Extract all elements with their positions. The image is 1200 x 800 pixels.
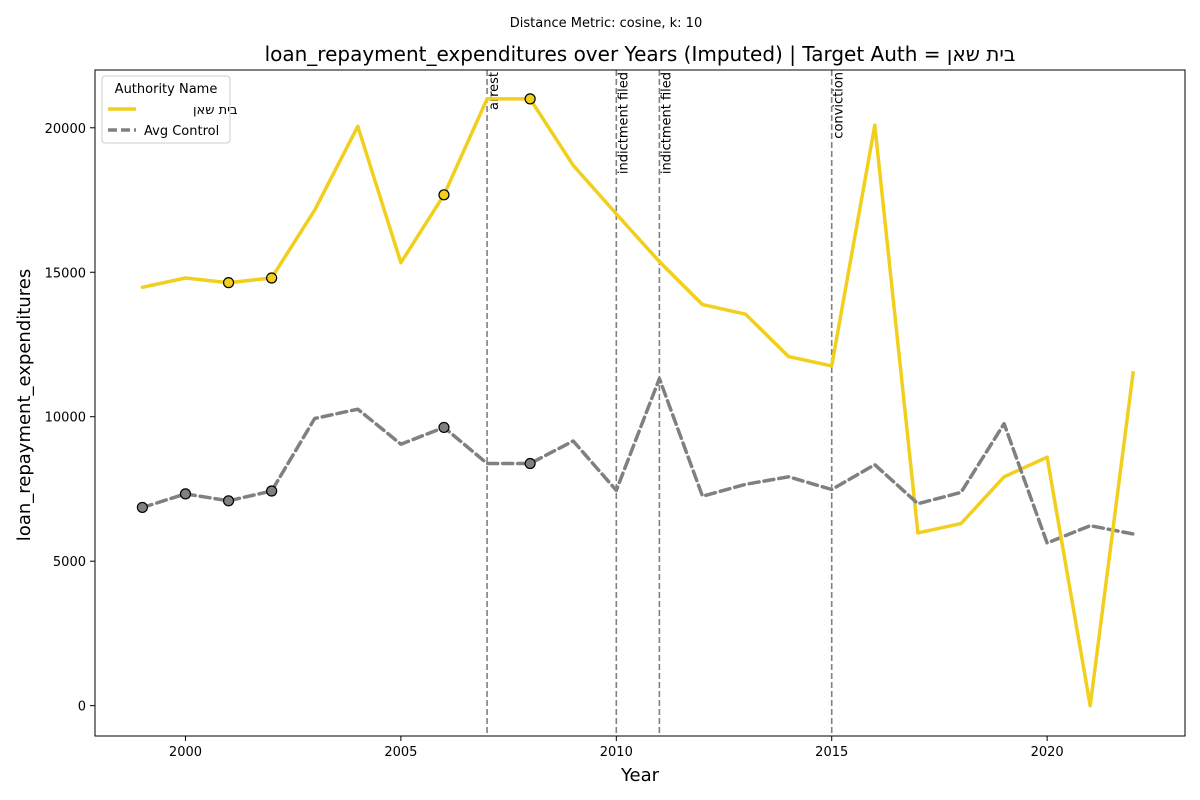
- chart-title: loan_repayment_expenditures over Years (…: [265, 42, 1016, 66]
- series-line-target-dip: [1045, 370, 1136, 708]
- chart-suptitle: Distance Metric: cosine, k: 10: [510, 16, 702, 31]
- x-tick-label-1: 2005: [384, 745, 417, 760]
- y-tick-label-1: 5000: [53, 555, 86, 570]
- y-tick-label-4: 20000: [45, 122, 86, 137]
- legend-box: [101, 75, 231, 144]
- series-line-1-0: [140, 376, 1136, 545]
- series-lines: [140, 97, 1136, 708]
- marker-0-2: [438, 189, 450, 201]
- y-axis: 0 5000 10000 15000 20000: [45, 122, 95, 715]
- marker-0-3: [524, 93, 536, 105]
- x-axis-label: Year: [620, 765, 660, 786]
- y-axis-label: loan_repayment_expenditures: [14, 269, 35, 541]
- y-tick-label-3: 15000: [45, 266, 86, 281]
- marker-1-4: [438, 421, 450, 434]
- marker-1-5: [524, 457, 536, 470]
- marker-0-0: [222, 277, 235, 289]
- y-tick-label-0: 0: [78, 700, 86, 715]
- marker-1-2: [222, 495, 235, 507]
- x-tick-label-4: 2020: [1031, 745, 1064, 760]
- marker-1-1: [179, 488, 192, 500]
- event-label-0: arrest: [487, 72, 502, 110]
- x-axis: 2000 2005 2010 2015 2020: [169, 736, 1064, 760]
- legend-label-control: Avg Control: [144, 124, 219, 139]
- x-tick-label-0: 2000: [169, 745, 202, 760]
- marker-0-1: [266, 272, 278, 284]
- event-label-1: indictment filed: [616, 72, 631, 174]
- x-tick-label-2: 2010: [600, 745, 633, 760]
- y-tick-label-2: 10000: [45, 411, 86, 426]
- marker-1-3: [266, 485, 278, 497]
- plot-frame: [94, 69, 1186, 737]
- legend: Authority Name בית שאן Avg Control: [101, 75, 238, 144]
- marker-1-0: [136, 501, 148, 514]
- imputed-markers: [136, 93, 536, 514]
- event-label-3: conviction: [832, 72, 847, 139]
- legend-label-target: בית שאן: [193, 103, 238, 118]
- event-lines: arrest indictment filed indictment filed co…: [486, 70, 847, 736]
- event-label-2: indictment filed: [659, 72, 674, 174]
- x-tick-label-3: 2015: [815, 745, 848, 760]
- legend-title: Authority Name: [115, 82, 218, 97]
- series-line-0-0: [140, 97, 1049, 535]
